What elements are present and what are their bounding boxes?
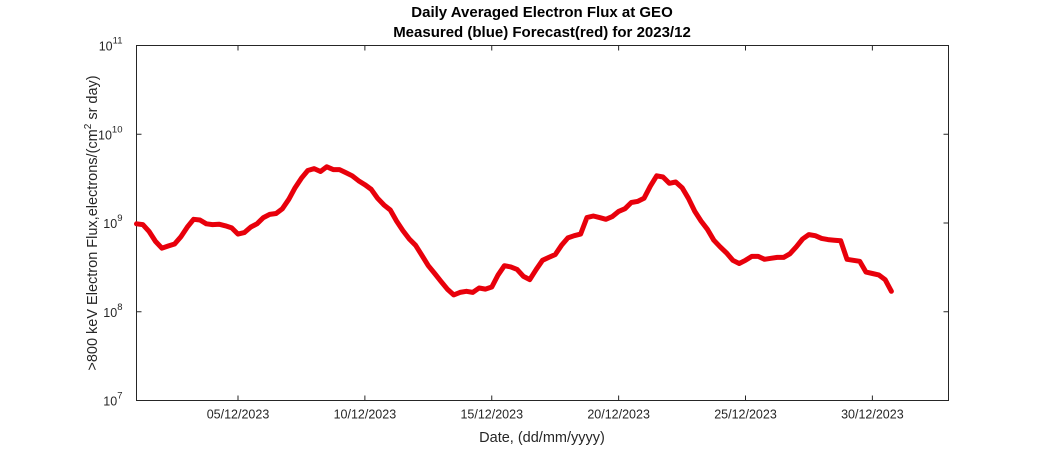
y-tick-base: 10 bbox=[103, 395, 117, 409]
y-axis-label: >800 keV Electron Flux,electrons/(cm2 sr… bbox=[83, 75, 101, 370]
chart-title: Daily Averaged Electron Flux at GEO bbox=[411, 4, 673, 21]
x-tick-label: 30/12/2023 bbox=[841, 408, 904, 422]
x-tick-label: 15/12/2023 bbox=[460, 408, 523, 422]
y-tick-base: 10 bbox=[98, 128, 112, 142]
y-axis-label-main: >800 keV Electron Flux,electrons/(cm bbox=[85, 129, 101, 370]
y-tick-label: 109 bbox=[103, 213, 122, 231]
x-tick-label: 20/12/2023 bbox=[587, 408, 650, 422]
y-tick-label: 108 bbox=[103, 302, 122, 320]
x-tick-label: 10/12/2023 bbox=[334, 408, 397, 422]
series-layer bbox=[134, 164, 894, 298]
x-tick-label: 05/12/2023 bbox=[207, 408, 270, 422]
x-tick-label: 25/12/2023 bbox=[714, 408, 777, 422]
chart-subtitle: Measured (blue) Forecast(red) for 2023/1… bbox=[393, 24, 691, 41]
y-tick-exponent: 11 bbox=[113, 36, 123, 47]
y-tick-exponent: 10 bbox=[112, 124, 123, 135]
x-axis: 05/12/2023 10/12/2023 15/12/2023 20/12/2023… bbox=[207, 45, 904, 422]
y-tick-exponent: 7 bbox=[117, 391, 122, 402]
y-tick-label: 1010 bbox=[98, 124, 122, 142]
y-tick-exponent: 9 bbox=[117, 213, 122, 224]
y-tick-base: 10 bbox=[103, 217, 117, 231]
y-tick-exponent: 8 bbox=[117, 302, 122, 313]
y-tick-label: 1011 bbox=[99, 36, 123, 54]
y-tick-base: 10 bbox=[103, 306, 117, 320]
x-axis-label: Date, (dd/mm/yyyy) bbox=[479, 430, 605, 446]
y-axis-label-tail: sr day) bbox=[85, 75, 101, 123]
y-tick-base: 10 bbox=[99, 40, 113, 54]
y-axis-label-sup: 2 bbox=[83, 123, 94, 129]
y-tick-label: 107 bbox=[103, 391, 122, 409]
series-line bbox=[134, 164, 894, 298]
